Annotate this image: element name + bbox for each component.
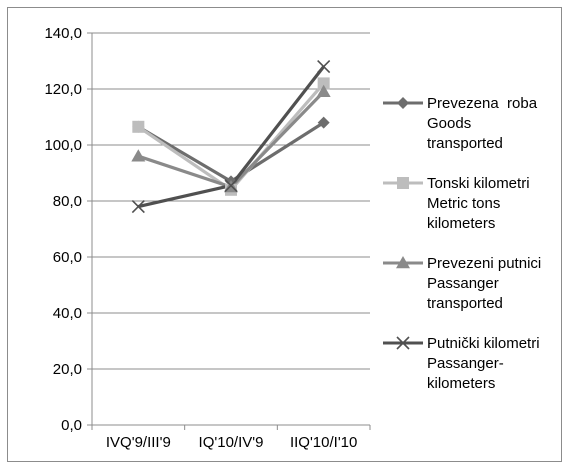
y-tick-label: 80,0 bbox=[53, 193, 82, 210]
y-tick-label: 60,0 bbox=[53, 249, 82, 266]
legend: Prevezena roba Goods transported Tonski kil… bbox=[383, 95, 541, 392]
legend-entry-2: Prevezeni putnici Passanger transported bbox=[383, 255, 541, 312]
data-point-0-2 bbox=[317, 116, 330, 129]
legend-label: transported bbox=[427, 295, 503, 312]
series-line-0 bbox=[137, 121, 325, 183]
y-tick-label: 0,0 bbox=[61, 417, 82, 434]
data-point-1-0 bbox=[132, 120, 145, 133]
legend-label: Putnički kilometri bbox=[427, 335, 540, 352]
legend-label: Tonski kilometri bbox=[427, 175, 530, 192]
data-point-2-2 bbox=[316, 84, 331, 98]
y-tick-label: 20,0 bbox=[53, 361, 82, 378]
legend-swatch-marker bbox=[397, 97, 409, 109]
legend-label: Prevezeni putnici bbox=[427, 255, 541, 272]
data-point-2-0 bbox=[131, 149, 146, 162]
legend-entry-0: Prevezena roba Goods transported bbox=[383, 95, 538, 152]
y-tick-label: 100,0 bbox=[44, 137, 82, 154]
legend-label: kilometers bbox=[427, 215, 495, 232]
legend-swatch-marker bbox=[396, 336, 410, 350]
data-point-3-2 bbox=[317, 60, 331, 74]
data-point-3-0-stroke bbox=[131, 200, 145, 214]
y-tick-label: 120,0 bbox=[44, 81, 82, 98]
data-point-1-2 bbox=[317, 77, 330, 90]
legend-label: Passanger bbox=[427, 275, 499, 292]
data-point-3-2-stroke bbox=[317, 60, 331, 74]
axes: 0,0 20,0 40,0 60,0 80,0 100,0 120,0 140,0 IVQ'9/… bbox=[44, 25, 371, 451]
legend-swatch-marker-stroke bbox=[396, 336, 410, 350]
legend-label: kilometers bbox=[427, 375, 495, 392]
legend-entry-1: Tonski kilometri Metric tons kilometers bbox=[383, 175, 530, 232]
data-point-3-1-stroke bbox=[224, 179, 238, 193]
legend-entry-3: Putnički kilometri Passanger-kilometers bbox=[383, 335, 540, 392]
chart-frame bbox=[7, 7, 562, 462]
legend-label: Goods bbox=[427, 115, 471, 132]
x-tick-label: IQ'10/IV'9 bbox=[199, 434, 264, 451]
series-lines bbox=[131, 60, 331, 214]
x-tick-label: IIQ'10/I'10 bbox=[290, 434, 357, 451]
data-point-3-1 bbox=[224, 179, 238, 193]
legend-swatch-marker bbox=[397, 177, 409, 189]
series-line-1 bbox=[137, 82, 325, 192]
legend-label: Metric tons bbox=[427, 195, 500, 212]
legend-swatch-marker bbox=[396, 256, 410, 269]
legend-label: transported bbox=[427, 135, 503, 152]
y-tick-label: 140,0 bbox=[44, 25, 82, 42]
legend-label: Passanger- bbox=[427, 355, 504, 372]
x-tick-label: IVQ'9/III'9 bbox=[106, 434, 171, 451]
data-point-3-0 bbox=[131, 200, 145, 214]
legend-label: Prevezena roba bbox=[427, 95, 538, 112]
y-tick-label: 40,0 bbox=[53, 305, 82, 322]
